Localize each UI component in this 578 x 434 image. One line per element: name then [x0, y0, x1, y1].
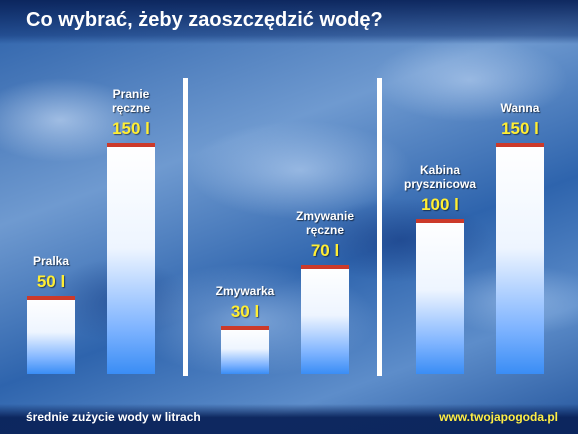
data-label: 70 l	[310, 241, 340, 260]
title-bar	[0, 0, 578, 44]
category-label: Zmywanie ręczne	[295, 209, 355, 237]
category-label: Zmywarka	[215, 284, 275, 298]
bar	[416, 221, 464, 374]
group-divider	[377, 78, 382, 376]
footer-source-link[interactable]: www.twojapogoda.pl	[439, 410, 558, 424]
footer-caption: średnie zużycie wody w litrach	[26, 410, 201, 424]
data-label: 100 l	[421, 195, 459, 214]
category-label: Pranie ręczne	[111, 87, 151, 115]
category-label: Pralka	[32, 254, 70, 268]
data-label: 50 l	[36, 272, 66, 291]
data-label: 150 l	[501, 119, 539, 138]
bar-cap	[27, 296, 75, 300]
category-label: Kabina prysznicowa	[403, 163, 477, 191]
bar	[496, 145, 544, 374]
bar	[301, 267, 349, 374]
footer-bar	[0, 404, 578, 434]
bar	[27, 298, 75, 374]
category-label: Wanna	[500, 101, 540, 115]
bar-cap	[301, 265, 349, 269]
group-divider	[183, 78, 188, 376]
data-label: 150 l	[112, 119, 150, 138]
bar-cap	[107, 143, 155, 147]
bar-cap	[416, 219, 464, 223]
bar	[221, 328, 269, 374]
chart-title: Co wybrać, żeby zaoszczędzić wodę?	[26, 9, 383, 31]
data-label: 30 l	[230, 302, 260, 321]
bar	[107, 145, 155, 374]
bar-cap	[496, 143, 544, 147]
bar-cap	[221, 326, 269, 330]
